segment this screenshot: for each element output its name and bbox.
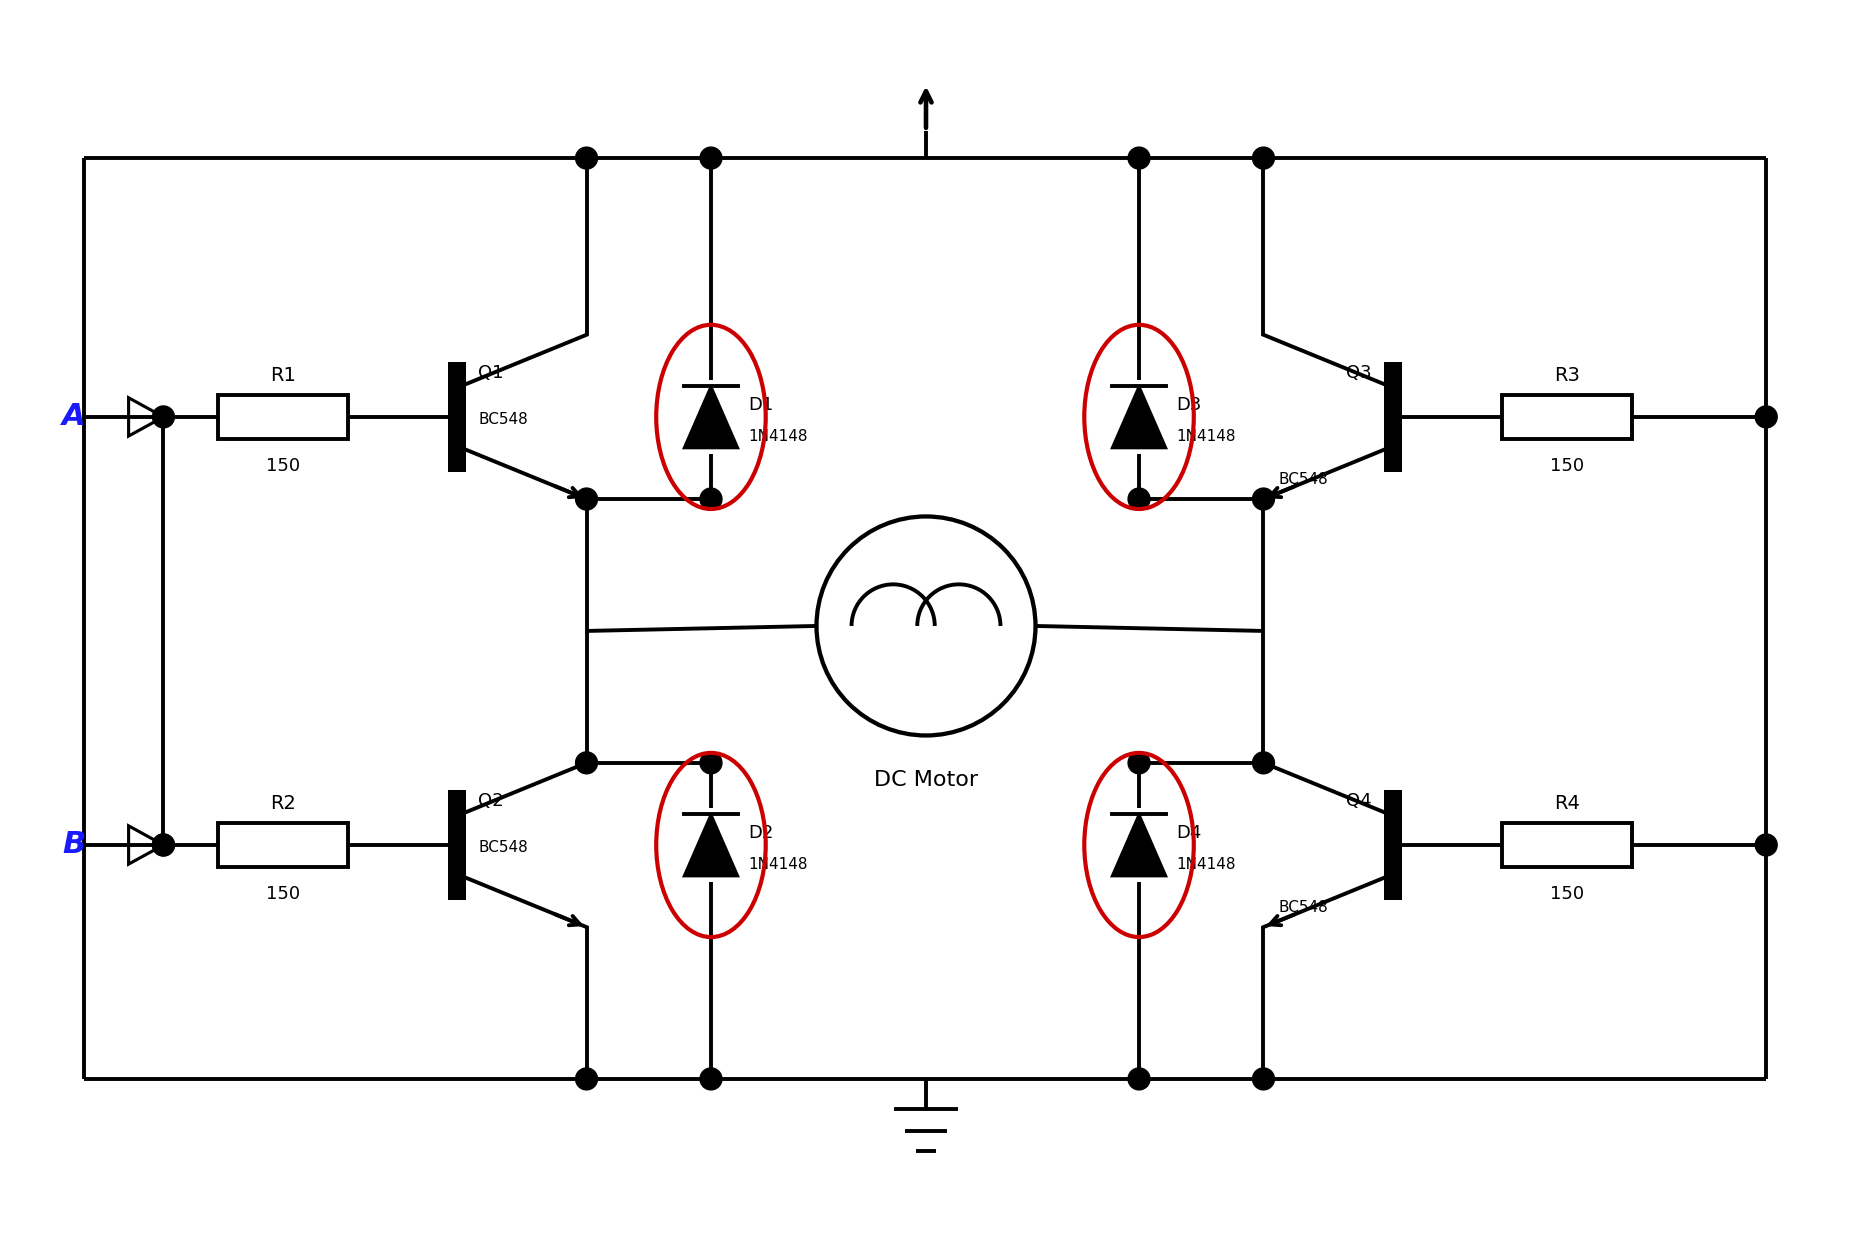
Circle shape xyxy=(152,405,174,428)
Circle shape xyxy=(576,147,598,169)
Circle shape xyxy=(152,834,174,855)
Text: 1N4148: 1N4148 xyxy=(748,429,807,444)
Text: BC548: BC548 xyxy=(1278,472,1328,487)
Circle shape xyxy=(1252,488,1274,510)
Circle shape xyxy=(700,488,722,510)
Text: 150: 150 xyxy=(267,457,300,475)
Text: B: B xyxy=(63,831,85,859)
Text: D4: D4 xyxy=(1176,824,1202,842)
Circle shape xyxy=(700,147,722,169)
Circle shape xyxy=(1128,488,1150,510)
Text: A: A xyxy=(61,403,85,431)
Text: BC548: BC548 xyxy=(478,412,528,426)
Circle shape xyxy=(576,488,598,510)
Circle shape xyxy=(700,751,722,774)
Text: 150: 150 xyxy=(1550,457,1583,475)
Bar xyxy=(1502,823,1632,868)
Bar xyxy=(1383,790,1402,900)
Text: Q1: Q1 xyxy=(478,365,504,382)
Text: D3: D3 xyxy=(1176,396,1202,414)
Circle shape xyxy=(152,834,174,855)
Text: R3: R3 xyxy=(1554,366,1580,384)
Polygon shape xyxy=(1111,813,1167,876)
Polygon shape xyxy=(683,386,739,449)
Text: 150: 150 xyxy=(267,885,300,904)
Bar xyxy=(219,823,348,868)
Text: BC548: BC548 xyxy=(1278,900,1328,915)
Circle shape xyxy=(1128,751,1150,774)
Polygon shape xyxy=(683,813,739,876)
Polygon shape xyxy=(1111,386,1167,449)
Circle shape xyxy=(576,1068,598,1090)
Circle shape xyxy=(1252,147,1274,169)
Circle shape xyxy=(1756,834,1778,855)
Text: R4: R4 xyxy=(1554,794,1580,812)
Bar xyxy=(448,362,467,472)
Circle shape xyxy=(1128,1068,1150,1090)
Circle shape xyxy=(1756,405,1778,428)
Circle shape xyxy=(700,1068,722,1090)
Bar xyxy=(219,394,348,439)
Circle shape xyxy=(1252,751,1274,774)
Text: 1N4148: 1N4148 xyxy=(1176,429,1235,444)
Text: Q4: Q4 xyxy=(1346,792,1372,810)
Text: BC548: BC548 xyxy=(478,840,528,855)
Text: D1: D1 xyxy=(748,396,774,414)
Text: DC Motor: DC Motor xyxy=(874,770,978,790)
Text: 150: 150 xyxy=(1550,885,1583,904)
Circle shape xyxy=(1252,1068,1274,1090)
Text: Q2: Q2 xyxy=(478,792,504,810)
Text: 1N4148: 1N4148 xyxy=(1176,858,1235,873)
Circle shape xyxy=(1128,147,1150,169)
Circle shape xyxy=(576,751,598,774)
Bar xyxy=(448,790,467,900)
Text: R1: R1 xyxy=(270,366,296,384)
Text: Q3: Q3 xyxy=(1346,365,1372,382)
Text: 1N4148: 1N4148 xyxy=(748,858,807,873)
Text: D2: D2 xyxy=(748,824,774,842)
Text: R2: R2 xyxy=(270,794,296,812)
Bar xyxy=(1383,362,1402,472)
Bar xyxy=(1502,394,1632,439)
